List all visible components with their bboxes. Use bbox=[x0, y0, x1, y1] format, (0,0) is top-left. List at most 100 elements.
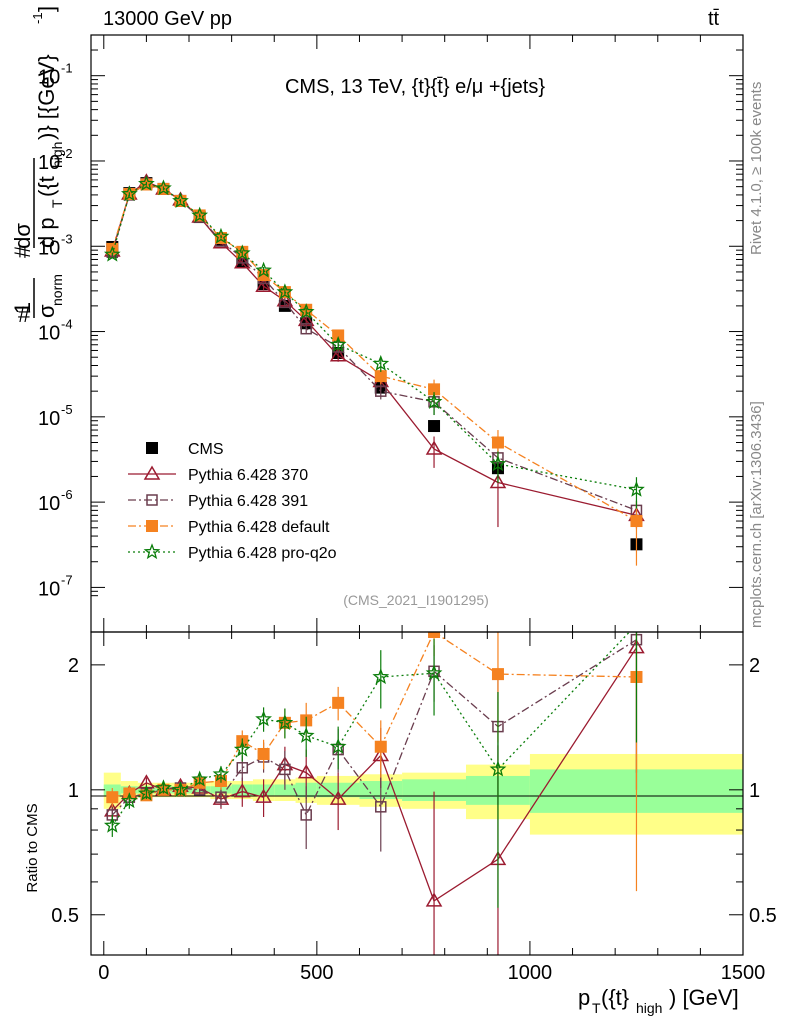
ratio-point-pythia-6-428-pro-q2o bbox=[120, 792, 138, 809]
y-tick-label-exponent: -1 bbox=[61, 61, 73, 76]
point-pythia-6-428-pro-q2o bbox=[255, 261, 272, 278]
legend-label-pythia-6-428-default: Pythia 6.428 default bbox=[188, 519, 330, 536]
y-tick-label-base: 10 bbox=[38, 237, 60, 259]
main-series-group bbox=[103, 173, 645, 566]
point-pythia-6-428-370 bbox=[489, 473, 507, 489]
ylabel-frac2-num: dσ bbox=[10, 223, 35, 249]
series-line-pythia-6-428-pro-q2o bbox=[111, 183, 637, 491]
ratio-point-pythia-6-428-pro-q2o bbox=[155, 779, 172, 796]
ylabel-high-sub: high bbox=[49, 142, 65, 168]
legend-label-cms: CMS bbox=[188, 441, 224, 458]
x-tick-label: 1000 bbox=[508, 962, 553, 984]
point-pythia-6-428-391 bbox=[375, 385, 387, 397]
ratio-point-pythia-6-428-370 bbox=[297, 764, 315, 779]
ratio-y-tick-label-right: 1 bbox=[749, 780, 760, 802]
ratio-point-pythia-6-428-pro-q2o bbox=[172, 781, 189, 797]
point-pythia-6-428-pro-q2o bbox=[489, 455, 507, 472]
ratio-point-pythia-6-428-default bbox=[332, 696, 345, 709]
ratio-point-pythia-6-428-391 bbox=[236, 762, 249, 774]
ratio-plot-frame bbox=[90, 631, 744, 956]
ylabel-unit-exp: -1 bbox=[30, 12, 45, 24]
point-pythia-6-428-pro-q2o bbox=[233, 244, 251, 261]
ratio-y-tick-label-left: 1 bbox=[68, 780, 79, 802]
ylabel-frac1-den-sub: norm bbox=[49, 274, 65, 306]
y-tick-label-base: 10 bbox=[38, 323, 60, 345]
ratio-y-axis-label: Ratio to CMS bbox=[24, 803, 41, 892]
main-plot-frame bbox=[90, 34, 744, 633]
x-tick-label: 500 bbox=[300, 962, 333, 984]
point-pythia-6-428-default bbox=[630, 515, 643, 528]
point-pythia-6-428-pro-q2o bbox=[120, 185, 138, 202]
legend-label-pythia-6-428-391: Pythia 6.428 391 bbox=[188, 493, 308, 510]
ratio-point-pythia-6-428-370 bbox=[329, 790, 347, 805]
ylabel-frac1-num: 1 bbox=[10, 302, 35, 314]
point-pythia-6-428-391 bbox=[300, 322, 312, 335]
xlabel-mid: ({t} bbox=[601, 985, 629, 1010]
y-tick-label-base: 10 bbox=[38, 493, 60, 515]
ratio-series-group bbox=[103, 632, 645, 955]
ratio-y-tick-label-left: 0.5 bbox=[51, 905, 79, 927]
ylabel-frac2-den-sub: T bbox=[49, 199, 65, 208]
ratio-point-pythia-6-428-default bbox=[106, 791, 119, 804]
legend-label-pythia-6-428-370: Pythia 6.428 370 bbox=[188, 467, 308, 484]
ratio-point-pythia-6-428-391 bbox=[300, 809, 312, 821]
ratio-point-pythia-6-428-pro-q2o bbox=[233, 740, 251, 757]
main-y-axis-label: # 1 σ norm # dσ d p T ({t high )} [{GeV}… bbox=[10, 6, 65, 327]
ratio-point-pythia-6-428-391 bbox=[375, 801, 387, 813]
point-pythia-6-428-pro-q2o bbox=[191, 206, 209, 223]
legend: CMS Pythia 6.428 370 Pythia 6.428 391 Pythi… bbox=[128, 441, 337, 562]
ratio-point-pythia-6-428-default bbox=[374, 740, 387, 753]
y-tick-label-base: 10 bbox=[38, 67, 60, 89]
legend-marker-pythia-6-428-370 bbox=[143, 465, 161, 480]
y-tick-label-exponent: -7 bbox=[61, 572, 73, 587]
point-pythia-6-428-default bbox=[428, 383, 441, 396]
point-pythia-6-428-pro-q2o bbox=[138, 174, 155, 191]
point-pythia-6-428-pro-q2o bbox=[212, 227, 230, 244]
y-tick-label-exponent: -2 bbox=[61, 146, 73, 161]
y-tick-label-exponent: -5 bbox=[61, 402, 73, 417]
point-pythia-6-428-pro-q2o bbox=[103, 245, 121, 262]
ratio-point-pythia-6-428-pro-q2o bbox=[329, 737, 347, 754]
ratio-point-pythia-6-428-pro-q2o bbox=[191, 770, 209, 787]
ratio-point-pythia-6-428-370 bbox=[255, 788, 272, 803]
point-pythia-6-428-pro-q2o bbox=[628, 480, 645, 497]
xlabel-T-sub: T bbox=[592, 1000, 601, 1016]
point-pythia-6-428-370 bbox=[329, 347, 347, 362]
legend-marker-pythia-6-428-default bbox=[146, 520, 158, 532]
header-right-process: tt̄ bbox=[708, 8, 720, 30]
point-pythia-6-428-pro-q2o bbox=[297, 303, 315, 320]
analysis-watermark: (CMS_2021_I1901295) bbox=[343, 592, 489, 608]
ratio-line-pythia-6-428-391 bbox=[111, 639, 637, 817]
ratio-point-pythia-6-428-pro-q2o bbox=[255, 710, 272, 727]
point-pythia-6-428-pro-q2o bbox=[329, 335, 347, 352]
legend-marker-pythia-6-428-pro-q2o bbox=[143, 543, 161, 560]
ratio-axis-ticks: 0.5 0.5 1 1 2 2 0 500 1000 1500 bbox=[51, 632, 777, 984]
ratio-y-tick-label-right: 2 bbox=[749, 655, 760, 677]
ratio-point-pythia-6-428-370 bbox=[425, 892, 443, 907]
point-pythia-6-428-370 bbox=[425, 440, 443, 455]
point-pythia-6-428-pro-q2o bbox=[155, 179, 172, 196]
ratio-line-pythia-6-428-370 bbox=[111, 647, 638, 902]
legend-marker-pythia-6-428-391 bbox=[146, 494, 158, 506]
y-tick-label-base: 10 bbox=[38, 578, 60, 600]
y-tick-label-exponent: -6 bbox=[61, 487, 73, 502]
ylabel-hash-2: # bbox=[10, 245, 35, 258]
ratio-y-tick-label-left: 2 bbox=[68, 655, 79, 677]
ylabel-hash-1: # bbox=[18, 302, 31, 327]
point-pythia-6-428-default bbox=[491, 436, 504, 449]
y-tick-label-exponent: -3 bbox=[61, 231, 73, 246]
header-left-title: 13000 GeV pp bbox=[103, 8, 232, 30]
point-pythia-6-428-pro-q2o bbox=[172, 192, 189, 209]
series-line-pythia-6-428-391 bbox=[111, 183, 637, 512]
series-line-pythia-6-428-370 bbox=[111, 181, 637, 516]
ratio-point-pythia-6-428-pro-q2o bbox=[425, 664, 443, 681]
ylabel-frac1-den: σ bbox=[34, 304, 59, 318]
point-cms bbox=[428, 420, 441, 433]
xlabel-high-sub: high bbox=[636, 1000, 662, 1016]
point-pythia-6-428-default bbox=[332, 329, 345, 342]
point-pythia-6-428-pro-q2o bbox=[425, 393, 443, 409]
chart-title: CMS, 13 TeV, {t}{t̄} e/μ +{jets} bbox=[285, 76, 545, 98]
ratio-point-pythia-6-428-391 bbox=[215, 791, 227, 803]
ratio-point-pythia-6-428-pro-q2o bbox=[372, 668, 390, 685]
point-pythia-6-428-370 bbox=[255, 277, 272, 292]
